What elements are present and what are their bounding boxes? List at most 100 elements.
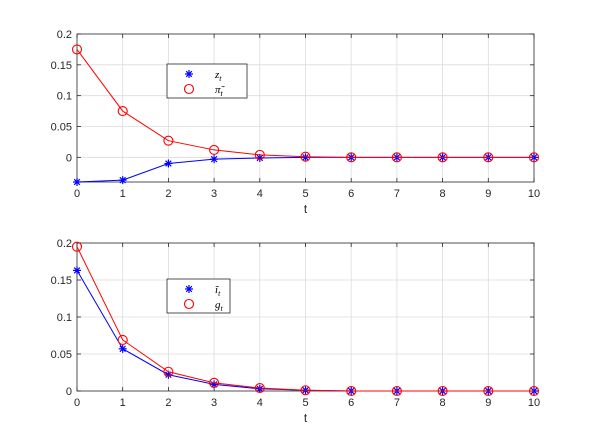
x-tick-label: 2: [165, 188, 171, 200]
marker-stroke: [119, 176, 126, 184]
x-tick-label: 3: [211, 397, 217, 409]
x-tick-label: 6: [348, 188, 354, 200]
data-point-circle: [163, 135, 174, 146]
series-line: [76, 246, 534, 392]
marker-stroke: [165, 160, 172, 167]
data-point-circle: [254, 382, 265, 394]
data-point-circle: [483, 385, 494, 397]
x-tick-label: 5: [302, 188, 308, 200]
data-point-asterisk: [164, 159, 173, 168]
data-point-asterisk: [255, 384, 264, 393]
x-tick-label: 4: [257, 397, 263, 409]
x-tick-label: 0: [74, 188, 80, 200]
y-tick-label: 0.05: [51, 122, 72, 134]
y-tick-label: 0.1: [57, 91, 72, 103]
x-tick-label: 7: [394, 397, 400, 409]
marker-stroke: [73, 178, 81, 186]
legend-entry-label-subscript: t: [218, 289, 221, 298]
legend-marker-asterisk: [185, 285, 193, 293]
x-tick-label: 2: [165, 397, 171, 409]
legend-entry-label-subscript: t: [221, 304, 224, 313]
data-point-circle: [528, 152, 540, 163]
marker-stroke: [210, 381, 218, 388]
data-point-circle: [437, 152, 448, 163]
x-tick-label: 1: [120, 397, 126, 409]
x-tick-label: 0: [74, 397, 80, 409]
data-point-circle: [346, 385, 357, 397]
marker-stroke: [256, 154, 264, 162]
legend-box: [166, 278, 231, 314]
legend-entry-label-base: g: [215, 299, 221, 311]
data-point-circle: [71, 241, 83, 252]
marker-stroke: [73, 267, 81, 274]
data-point-circle: [300, 385, 311, 396]
legend-entry-label-base: z: [214, 69, 220, 81]
marker-stroke: [165, 371, 172, 378]
legend-box: [166, 63, 248, 99]
y-tick-label: 0.2: [57, 238, 72, 250]
data-point-circle: [391, 385, 402, 397]
series-2: [71, 44, 540, 163]
x-tick-label: 6: [348, 397, 354, 409]
data-point-circle: [209, 144, 220, 155]
legend-entry-label: gt: [215, 299, 224, 313]
legend-entry-label-subscript: t: [221, 89, 224, 98]
x-tick-label: 1: [120, 188, 126, 200]
y-tick-label: 0.05: [51, 349, 72, 361]
data-point-circle: [117, 106, 128, 117]
data-point-asterisk: [118, 344, 127, 353]
y-tick-label: 0: [66, 386, 72, 398]
marker-stroke: [302, 154, 309, 161]
legend-entry-label-base: ĩ: [215, 284, 220, 296]
marker-stroke: [119, 345, 126, 353]
legend-marker-asterisk: [185, 70, 193, 78]
marker-stroke: [256, 385, 264, 393]
series-line: [76, 49, 534, 158]
series-2: [71, 241, 540, 397]
data-point-asterisk: [73, 266, 81, 275]
x-tick-label: 10: [528, 188, 540, 200]
x-axis-label: t: [304, 411, 308, 425]
data-point-circle: [254, 149, 265, 160]
legend-marker-circle: [183, 83, 195, 95]
x-tick-label: 10: [528, 397, 540, 409]
data-point-asterisk: [301, 153, 310, 162]
data-point-asterisk: [118, 176, 127, 185]
data-point-circle: [346, 152, 357, 163]
grid: [77, 243, 534, 391]
x-tick-label: 3: [211, 188, 217, 200]
data-point-asterisk: [73, 178, 81, 186]
x-tick-label: 7: [394, 188, 400, 200]
legend-entry-label: π̃t: [215, 84, 226, 98]
x-axis-label: t: [304, 202, 308, 216]
data-point-circle: [437, 385, 448, 397]
data-point-circle: [391, 152, 402, 163]
x-tick-label: 9: [485, 397, 491, 409]
data-point-circle: [528, 385, 540, 397]
y-tick-label: 0.2: [57, 29, 72, 41]
grid: [77, 34, 534, 182]
data-point-circle: [71, 44, 83, 55]
marker-stroke: [185, 285, 193, 293]
data-point-circle: [209, 377, 220, 388]
y-tick-label: 0.1: [57, 312, 72, 324]
marker-stroke: [185, 70, 193, 78]
x-tick-label: 4: [257, 188, 263, 200]
x-tick-label: 9: [485, 188, 491, 200]
y-tick-label: 0.15: [51, 275, 72, 287]
y-tick-label: 0.15: [51, 60, 72, 72]
data-point-circle: [117, 334, 128, 345]
x-tick-label: 8: [440, 188, 446, 200]
y-tick-label: 0: [66, 152, 72, 164]
data-point-circle: [300, 151, 311, 162]
legend-entry-label-base: π̃: [215, 84, 226, 96]
legend-entry-label-subscript: t: [219, 74, 222, 83]
data-point-circle: [483, 152, 494, 163]
x-tick-label: 5: [302, 397, 308, 409]
legend-marker-circle: [183, 298, 195, 310]
x-tick-label: 8: [440, 397, 446, 409]
